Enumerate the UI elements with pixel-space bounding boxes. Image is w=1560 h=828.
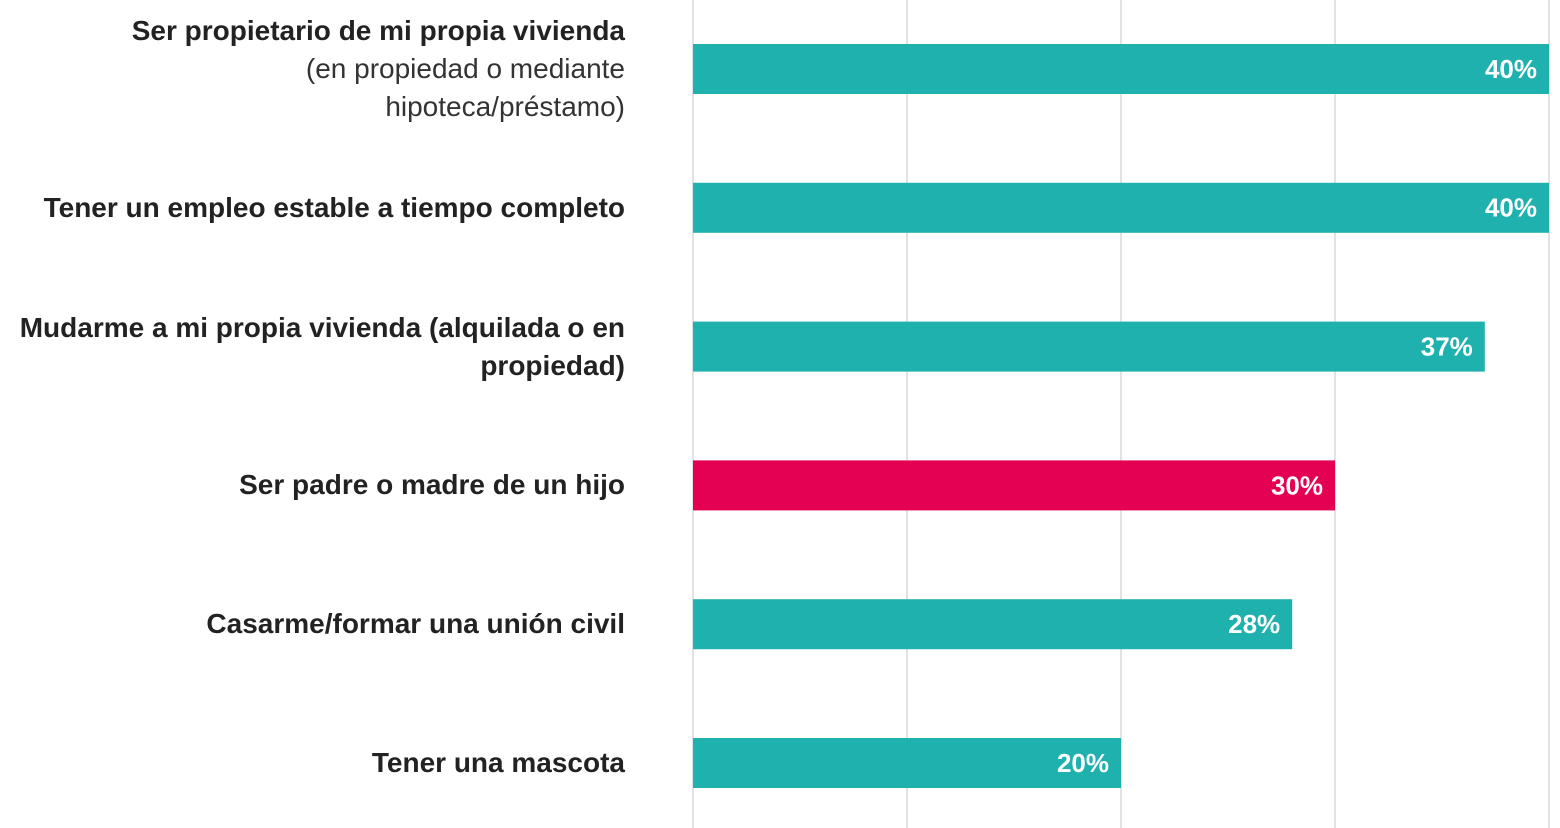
bar: [693, 182, 1549, 233]
category-text: Ser propietario de mi propia vivienda: [131, 15, 625, 46]
value-label: 40%: [1485, 54, 1537, 84]
category-label: Ser propietario de mi propia vivienda (en…: [0, 12, 625, 126]
value-label: 20%: [1057, 748, 1109, 778]
bar: [693, 321, 1485, 372]
bar: [693, 738, 1121, 788]
bar: [693, 460, 1335, 511]
category-note: (en propiedad o mediante hipoteca/présta…: [305, 53, 625, 122]
category-text: Mudarme a mi propia vivienda (alquilada …: [19, 311, 625, 381]
category-label: Tener una mascota: [0, 744, 625, 782]
category-label: Tener un empleo estable a tiempo complet…: [0, 189, 625, 227]
value-label: 40%: [1485, 193, 1537, 223]
category-text: Tener una mascota: [371, 747, 625, 778]
category-label: Ser padre o madre de un hijo: [0, 466, 625, 504]
category-text: Ser padre o madre de un hijo: [239, 469, 625, 501]
category-label: Mudarme a mi propia vivienda (alquilada …: [0, 309, 625, 385]
category-label: Casarme/formar una unión civil: [0, 605, 625, 643]
category-text: Tener un empleo estable a tiempo complet…: [43, 191, 625, 223]
bar: [693, 599, 1293, 650]
category-text: Casarme/formar una unión civil: [206, 608, 625, 640]
bar: [693, 44, 1549, 94]
value-label: 30%: [1271, 470, 1323, 500]
value-label: 28%: [1228, 609, 1280, 639]
value-label: 37%: [1421, 331, 1473, 361]
